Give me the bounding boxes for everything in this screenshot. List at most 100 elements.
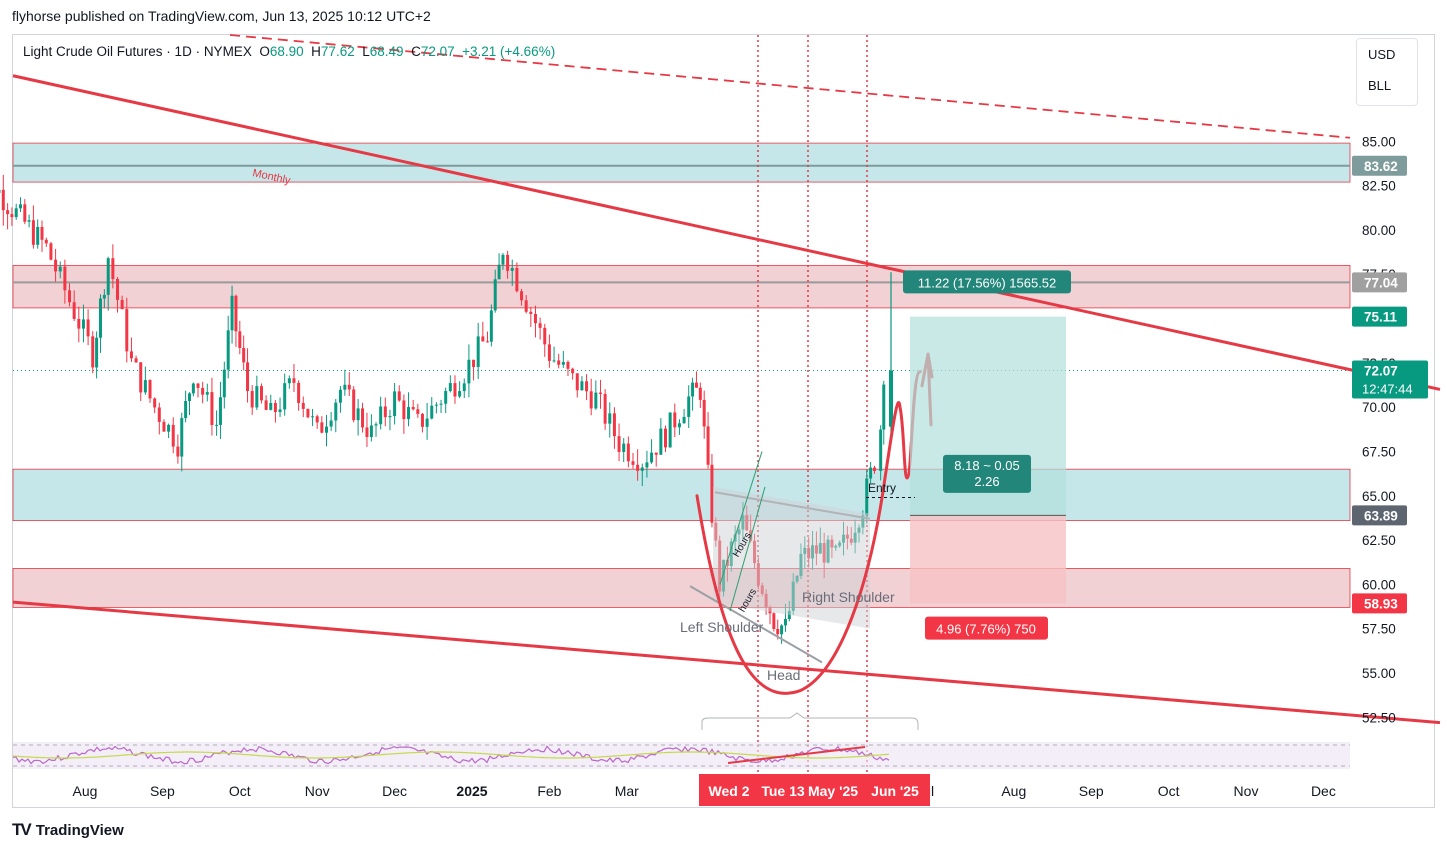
candle-body: [334, 402, 338, 421]
candle-body: [6, 210, 10, 215]
time-tick-label: Sep: [150, 783, 175, 799]
time-tick-label: Nov: [1234, 783, 1259, 799]
price-badge-75-11: [1352, 306, 1407, 327]
candle-body: [879, 429, 883, 471]
candle-body: [402, 400, 406, 420]
candle-body: [538, 323, 542, 328]
candle-body: [98, 298, 102, 338]
candle-body: [102, 294, 106, 299]
candle-body: [167, 424, 171, 432]
candle-body: [10, 214, 14, 218]
price-badge-label: 72.07: [1364, 363, 1398, 378]
candle-body: [120, 299, 124, 310]
candle-body: [162, 421, 166, 432]
candle-body: [668, 412, 672, 448]
candle-body: [472, 359, 476, 367]
candle-body: [430, 405, 434, 419]
stop-badge-text: 4.96 (7.76%) 750: [936, 622, 1036, 637]
candle-body: [176, 446, 180, 457]
candle-body: [180, 418, 184, 457]
candle-body: [365, 427, 369, 438]
candle-body: [529, 311, 533, 314]
price-badge-77-04: [1352, 272, 1407, 293]
high-value: 77.62: [320, 44, 355, 59]
tradingview-brand: TradingView: [35, 821, 124, 839]
price-tick-label: 57.50: [1362, 622, 1396, 637]
candle-body: [476, 336, 480, 367]
entry-label: Entry: [868, 481, 896, 495]
neckline-upper: [714, 491, 871, 520]
time-tick-label: Sep: [1079, 783, 1104, 799]
candle-body: [234, 295, 238, 332]
candle-body: [872, 467, 876, 471]
candle-body: [324, 426, 328, 433]
candle-body: [143, 380, 147, 393]
left-shoulder-label: Left Shoulder: [680, 619, 764, 635]
candle-body: [40, 226, 44, 240]
candle-body: [215, 424, 219, 426]
candle-body: [561, 361, 565, 365]
candle-body: [617, 436, 621, 452]
candle-body: [242, 347, 246, 363]
candle-body: [287, 378, 291, 384]
date-range-highlight: [699, 774, 930, 806]
candle-body: [865, 478, 869, 516]
high-label: H: [311, 44, 321, 59]
time-tick-label: Nov: [305, 783, 330, 799]
candle-body: [58, 266, 62, 272]
hours-channel-2: [729, 486, 766, 612]
candle-body: [54, 259, 58, 272]
candle-body: [283, 383, 287, 410]
candle-body: [210, 392, 214, 426]
candle-body: [134, 358, 138, 363]
candle-body: [453, 383, 457, 397]
candle-body: [393, 391, 397, 417]
symbol-name[interactable]: Light Crude Oil Futures · 1D · NYMEX: [23, 44, 252, 59]
currency-usd[interactable]: USD: [1368, 47, 1396, 62]
candle-body: [191, 383, 195, 394]
candle-body: [311, 416, 315, 418]
price-tick-label: 60.00: [1362, 577, 1396, 592]
tradingview-logo-icon: TV: [12, 820, 32, 839]
date-highlight-label: Wed 2: [709, 783, 750, 799]
candle-body: [44, 239, 48, 244]
candle-body: [571, 368, 575, 374]
candle-body: [63, 266, 67, 291]
candle-body: [49, 243, 53, 260]
candle-body: [654, 452, 658, 455]
candle-body: [869, 467, 873, 479]
candle-body: [485, 341, 489, 343]
open-value: 68.90: [269, 44, 304, 59]
currency-unit[interactable]: BLL: [1368, 78, 1392, 93]
candle-body: [664, 428, 667, 448]
currency-selector[interactable]: USD BLL: [1356, 38, 1418, 106]
candle-body: [589, 391, 593, 409]
candle-body: [301, 402, 305, 409]
countdown-label: 12:47:44: [1362, 381, 1413, 396]
pattern-bracket: [701, 712, 919, 730]
candle-body: [106, 258, 110, 295]
candle-body: [580, 381, 584, 391]
price-tick-label: 82.50: [1362, 179, 1396, 194]
candle-body: [250, 391, 254, 408]
candle-body: [552, 360, 556, 362]
candle-body: [0, 189, 1, 194]
candle-body: [776, 628, 780, 635]
neckline-lower: [689, 585, 823, 664]
candle-body: [698, 387, 702, 400]
candle-body: [631, 461, 635, 465]
support-zone: [12, 468, 1351, 521]
change-value: +3.21 (+4.66%): [462, 44, 556, 59]
price-tick-label: 52.50: [1362, 710, 1396, 725]
tradingview-footer[interactable]: TV TradingView: [12, 820, 124, 840]
candle-body: [292, 378, 296, 383]
price-badge-72-07: [1352, 360, 1428, 399]
candle-body: [205, 392, 209, 395]
dashed-trendline: [229, 34, 1351, 139]
candle-body: [379, 406, 383, 425]
candle-body: [501, 254, 505, 265]
candle-body: [691, 382, 695, 397]
price-tick-label: 55.00: [1362, 666, 1396, 681]
chart-frame[interactable]: [12, 34, 1435, 808]
